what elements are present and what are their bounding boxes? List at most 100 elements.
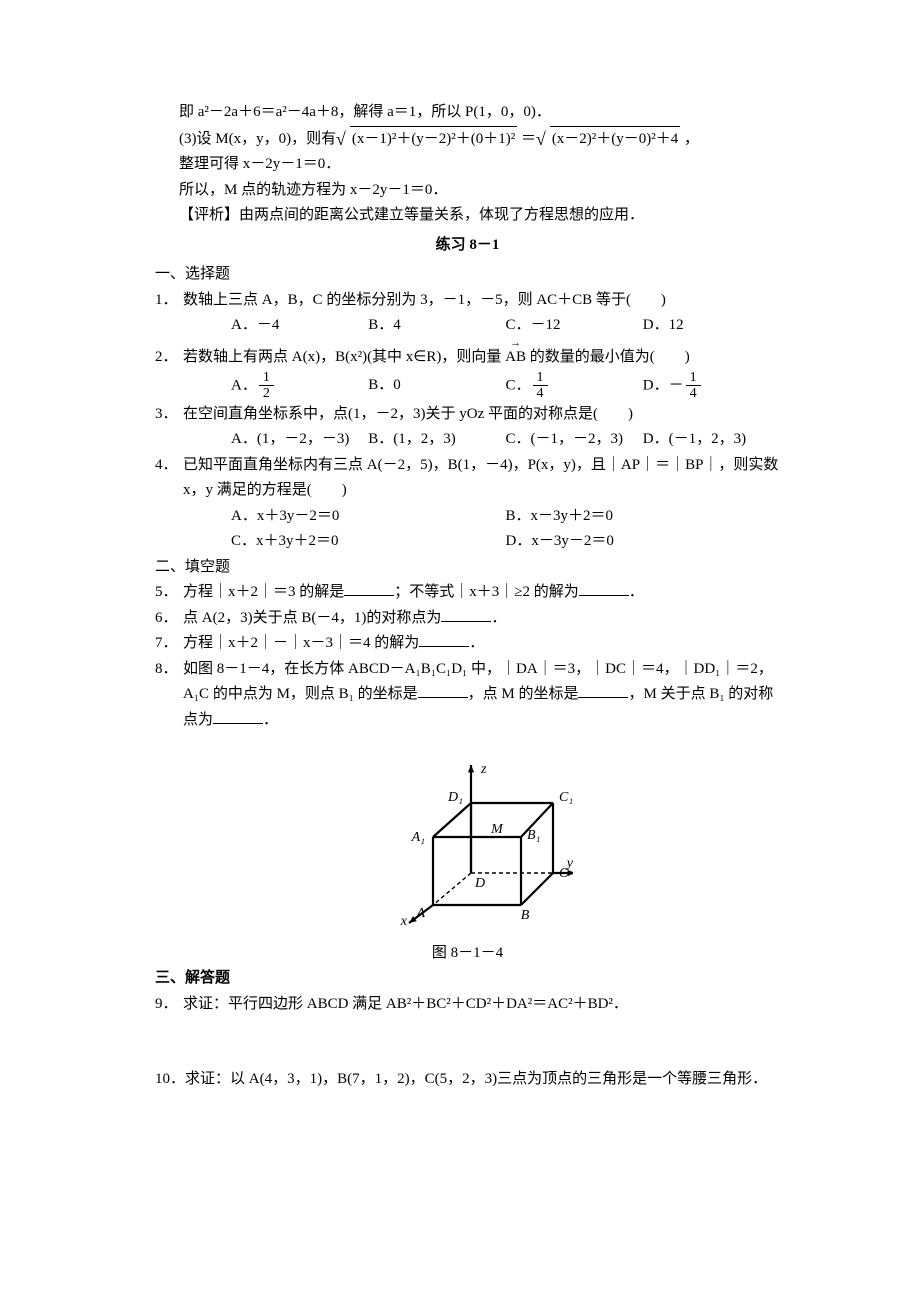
svg-text:z: z [480, 762, 487, 777]
q2-text: 若数轴上有两点 A(x)，B(x²)(其中 x∈R)，则向量 AB 的数量的最小… [183, 345, 780, 371]
q10-num: 10． [155, 1067, 185, 1093]
frac-1-4b: 14 [686, 370, 701, 402]
q3: 3． 在空间直角坐标系中，点(1，－2，3)关于 yOz 平面的对称点是( ) … [155, 402, 780, 453]
q1-text: 数轴上三点 A，B，C 的坐标分别为 3，－1，－5，则 AC＋CB 等于( ) [183, 288, 780, 314]
sqrt1-inner: (x－1)²＋(y－2)²＋(0＋1)² [350, 126, 517, 153]
q1-num: 1． [155, 288, 183, 339]
q2-pre: 若数轴上有两点 A(x)，B(x²)(其中 x∈R)，则向量 [183, 349, 505, 365]
q3-optA: A．(1，－2，－3) [231, 427, 368, 453]
q6-suf: ． [491, 610, 506, 626]
sol-line3: 整理可得 x－2y－1＝0． [179, 152, 780, 178]
svg-text:M: M [490, 822, 504, 837]
q9-num: 9． [155, 992, 183, 1018]
q10-text: 求证：以 A(4，3，1)，B(7，1，2)，C(5，2，3)三点为顶点的三角形… [185, 1067, 780, 1093]
sqrt-exp-2: (x－2)²＋(y－0)²＋4 [540, 126, 680, 153]
q2-C-den: 4 [533, 386, 548, 401]
blank [418, 682, 468, 698]
q4-optB: B．x－3y＋2＝0 [506, 504, 781, 530]
svg-text:D₁: D₁ [447, 790, 463, 805]
sol3-suf: ， [684, 131, 699, 147]
q3-text: 在空间直角坐标系中，点(1，－2，3)关于 yOz 平面的对称点是( ) [183, 402, 780, 428]
q4-optD: D．x－3y－2＝0 [506, 529, 781, 555]
cuboid-diagram: zyxABCDA₁B₁C₁D₁M [363, 745, 573, 925]
section-2-heading: 二、填空题 [155, 555, 780, 581]
q7-pre: 方程｜x＋2｜－｜x－3｜＝4 的解为 [183, 635, 419, 651]
q2-C-num: 1 [533, 370, 548, 386]
frac-1-2: 12 [259, 370, 274, 402]
q6-num: 6． [155, 606, 183, 632]
q2-num: 2． [155, 345, 183, 402]
q5-suf: ． [629, 584, 644, 600]
svg-text:C: C [559, 866, 569, 881]
q4-num: 4． [155, 453, 183, 555]
q2-suf: 的数量的最小值为( ) [526, 349, 690, 365]
sol3-pre: (3)设 M(x，y，0)，则有 [179, 131, 336, 147]
q1-options: A．－4 B．4 C．－12 D．12 [231, 313, 780, 339]
q8: 8． 如图 8－1－4，在长方体 ABCD－A₁B₁C₁D₁ 中，｜DA｜＝3，… [155, 657, 780, 734]
q2-D-pre: D．－ [643, 377, 684, 393]
q9-text: 求证：平行四边形 ABCD 满足 AB²＋BC²＋CD²＋DA²＝AC²＋BD²… [183, 992, 780, 1018]
q9: 9． 求证：平行四边形 ABCD 满足 AB²＋BC²＋CD²＋DA²＝AC²＋… [155, 992, 780, 1018]
page: 即 a²－2a＋6＝a²－4a＋8，解得 a＝1，所以 P(1，0，0)． (3… [0, 0, 920, 1153]
blank [579, 580, 629, 596]
blank [441, 606, 491, 622]
q8-num: 8． [155, 657, 183, 734]
svg-text:x: x [399, 914, 407, 925]
q2-optD: D．－14 [643, 370, 780, 402]
sqrt2-inner: (x－2)²＋(y－0)²＋4 [550, 126, 680, 153]
q1-optC: C．－12 [506, 313, 643, 339]
blank [213, 708, 263, 724]
q2-D-num: 1 [686, 370, 701, 386]
section-1-heading: 一、选择题 [155, 262, 780, 288]
solution-block: 即 a²－2a＋6＝a²－4a＋8，解得 a＝1，所以 P(1，0，0)． (3… [179, 100, 780, 229]
q5-num: 5． [155, 580, 183, 606]
gap [155, 1017, 780, 1067]
q2-C-pre: C． [506, 377, 531, 393]
svg-text:A: A [415, 906, 425, 921]
q6-pre: 点 A(2，3)关于点 B(－4，1)的对称点为 [183, 610, 441, 626]
q5-pre: 方程｜x＋2｜＝3 的解是 [183, 584, 344, 600]
blank [344, 580, 394, 596]
q2-options: A．12 B．0 C．14 D．－14 [231, 370, 780, 402]
q7: 7． 方程｜x＋2｜－｜x－3｜＝4 的解为 ． [155, 631, 780, 657]
q6-text: 点 A(2，3)关于点 B(－4，1)的对称点为 ． [183, 606, 780, 632]
exercise-heading: 练习 8－1 [155, 233, 780, 259]
q5-mid: ；不等式｜x＋3｜≥2 的解为 [394, 584, 578, 600]
sol-line4: 所以，M 点的轨迹方程为 x－2y－1＝0． [179, 178, 780, 204]
q8-suf: ． [263, 712, 278, 728]
q3-optC: C．(－1，－2，3) [506, 427, 643, 453]
q2-optB: B．0 [368, 373, 505, 399]
svg-text:B₁: B₁ [527, 828, 540, 843]
q4-optC: C．x＋3y＋2＝0 [231, 529, 506, 555]
q5: 5． 方程｜x＋2｜＝3 的解是 ；不等式｜x＋3｜≥2 的解为 ． [155, 580, 780, 606]
q8-mid1: ，点 M 的坐标是 [468, 686, 579, 702]
blank [419, 631, 469, 647]
q2-optC: C．14 [506, 370, 643, 402]
q3-optD: D．(－1，2，3) [643, 427, 780, 453]
q3-options: A．(1，－2，－3) B．(1，2，3) C．(－1，－2，3) D．(－1，… [231, 427, 780, 453]
q3-optB: B．(1，2，3) [368, 427, 505, 453]
q7-suf: ． [469, 635, 484, 651]
svg-text:C₁: C₁ [559, 790, 573, 805]
q4-optA: A．x＋3y－2＝0 [231, 504, 506, 530]
q2-D-den: 4 [686, 386, 701, 401]
sol-line1: 即 a²－2a＋6＝a²－4a＋8，解得 a＝1，所以 P(1，0，0)． [179, 100, 780, 126]
q2-optA: A．12 [231, 370, 368, 402]
q1-optD: D．12 [643, 313, 780, 339]
svg-text:D: D [474, 876, 485, 891]
section-3-heading: 三、解答题 [155, 966, 780, 992]
q2-A-pre: A． [231, 377, 257, 393]
sol-comment: 【评析】由两点间的距离公式建立等量关系，体现了方程思想的应用． [179, 203, 780, 229]
q10: 10． 求证：以 A(4，3，1)，B(7，1，2)，C(5，2，3)三点为顶点… [155, 1067, 780, 1093]
sqrt-exp-1: (x－1)²＋(y－2)²＋(0＋1)² [340, 126, 517, 153]
q5-text: 方程｜x＋2｜＝3 的解是 ；不等式｜x＋3｜≥2 的解为 ． [183, 580, 780, 606]
blank [578, 682, 628, 698]
frac-1-4a: 14 [533, 370, 548, 402]
vec-AB: AB [505, 345, 526, 371]
q7-text: 方程｜x＋2｜－｜x－3｜＝4 的解为 ． [183, 631, 780, 657]
q7-num: 7． [155, 631, 183, 657]
q8-text: 如图 8－1－4，在长方体 ABCD－A₁B₁C₁D₁ 中，｜DA｜＝3，｜DC… [183, 657, 780, 734]
sol3-mid: ＝ [521, 131, 536, 147]
q1-optB: B．4 [368, 313, 505, 339]
q4-options: A．x＋3y－2＝0 B．x－3y＋2＝0 C．x＋3y＋2＝0 D．x－3y－… [231, 504, 780, 555]
